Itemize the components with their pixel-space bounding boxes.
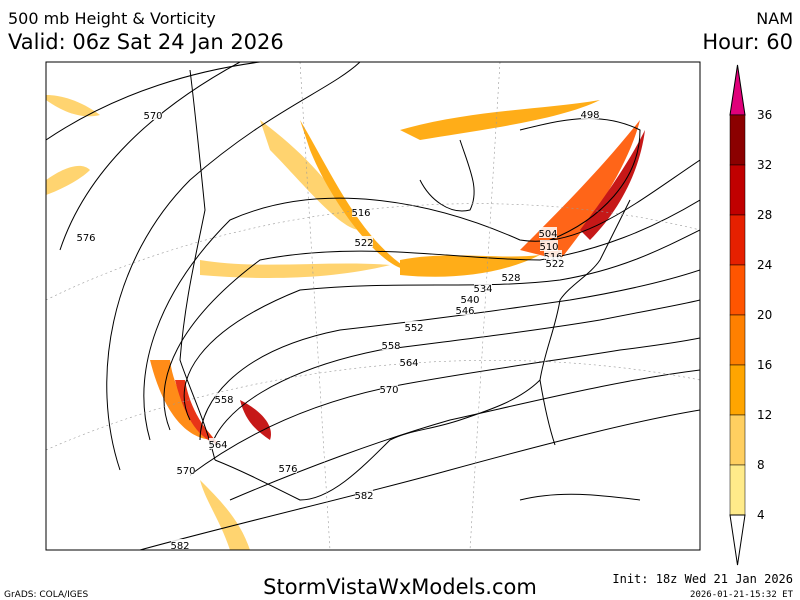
contour-label: 534 [473,284,492,295]
colorbar-label: 16 [757,358,772,372]
contour-label-bg [279,462,297,473]
colorbar-bin [729,464,746,516]
contour-label: 576 [76,233,95,244]
map-frame [45,61,701,551]
coastline [179,69,641,501]
colorbar-bin [729,114,746,166]
forecast-hour: Hour: 60 [702,30,793,54]
contour-label: 528 [501,273,520,284]
colorbar-label: 4 [757,508,765,522]
vorticity-shading [46,95,645,550]
colorbar-label: 8 [757,458,765,472]
contour-label: 570 [379,385,398,396]
contour-label-bg [581,108,599,119]
valid-time: Valid: 06z Sat 24 Jan 2026 [8,30,284,54]
contour-label-bg [540,240,558,251]
colorbar-bin [729,164,746,216]
contour-label-bg [352,206,370,217]
colorbar: 36 32 28 24 20 16 12 8 4 [729,64,772,566]
contour-label: 522 [545,259,564,270]
contour-label: 546 [455,306,474,317]
contour-label-bg [171,539,189,550]
colorbar-bottom-arrow [729,514,746,566]
contour-label-bg [380,383,398,394]
credit: GrADS: COLA/IGES [4,590,88,600]
contour-label: 570 [176,466,195,477]
contour-label-bg [539,227,557,238]
contour-label: 510 [539,242,558,253]
contour-label-bg [209,438,227,449]
contour-label: 522 [354,238,373,249]
contour-label-bg [502,271,520,282]
contour-label-bg [355,489,373,500]
contour-label: 552 [404,323,423,334]
colorbar-bin [729,314,746,366]
colorbar-label: 36 [757,108,772,122]
init-time: Init: 18z Wed 21 Jan 2026 [612,572,793,586]
contour-label: 504 [538,229,557,240]
contour-label-bg [355,236,373,247]
contour-label-bg [544,250,562,261]
colorbar-label: 20 [757,308,772,322]
colorbar-label: 12 [757,408,772,422]
colorbar-label: 24 [757,258,772,272]
height-contours [46,62,700,550]
contour-label: 576 [278,464,297,475]
contour-label-bg [405,321,423,332]
colorbar-bin [729,414,746,466]
colorbar-label: 28 [757,208,772,222]
contour-label-bg [177,464,195,475]
contour-label-bg [461,293,479,304]
map: 5705765165224985045105165225285345405465… [45,61,701,552]
contour-label: 558 [214,395,233,406]
contour-label-bg [215,393,233,404]
contour-label: 582 [354,491,373,502]
contour-label: 540 [460,295,479,306]
colorbar-bin [729,214,746,266]
model: NAM [756,9,793,28]
contour-label-bg [400,356,418,367]
site-name: StormVistaWxModels.com [263,575,537,599]
title: 500 mb Height & Vorticity [8,9,216,28]
contour-label-bg [382,339,400,350]
colorbar-bin [729,364,746,416]
contour-label: 582 [170,541,189,552]
contour-label: 498 [580,110,599,121]
contour-label-bg [474,282,492,293]
contour-label: 564 [208,440,227,451]
lat-lon-grid [46,62,700,550]
timestamp: 2026-01-21-15:32 ET [690,590,794,600]
contour-label: 564 [399,358,418,369]
contour-label-bg [77,231,95,242]
colorbar-label: 32 [757,158,772,172]
contour-label-bg [456,304,474,315]
colorbar-bin [729,264,746,316]
contour-label-bg [144,109,162,120]
contour-label: 558 [381,341,400,352]
contour-label-bg [546,257,564,268]
contour-label: 516 [351,208,370,219]
contour-label: 570 [143,111,162,122]
